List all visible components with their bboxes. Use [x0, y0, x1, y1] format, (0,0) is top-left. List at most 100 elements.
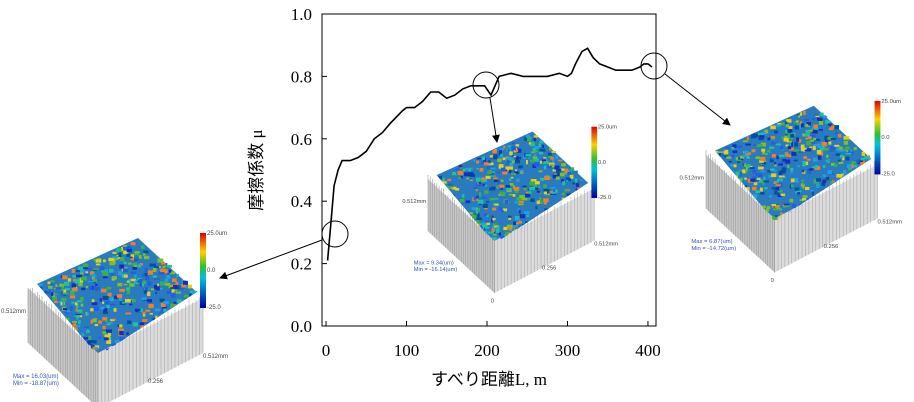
surface-speck	[123, 244, 128, 247]
surface-speck	[839, 146, 843, 150]
surface-speck	[528, 142, 532, 145]
surface-speck	[182, 280, 188, 285]
surface-speck	[750, 178, 756, 182]
surface-speck	[519, 195, 525, 199]
surface-speck	[806, 141, 812, 146]
surface-speck	[796, 122, 801, 126]
surface-speck	[852, 164, 858, 168]
surface-speck	[126, 280, 130, 283]
surface-speck	[119, 337, 125, 342]
surface-speck	[774, 162, 777, 165]
surface-speck	[552, 174, 558, 179]
surface-speck	[91, 276, 95, 280]
surface-speck	[540, 177, 545, 181]
surface-speck	[103, 259, 106, 263]
surface-speck	[742, 140, 748, 143]
surface-speck	[130, 271, 136, 274]
surface-speck	[484, 230, 488, 236]
surface-speck	[843, 170, 847, 175]
surface-speck	[86, 312, 89, 316]
surface-speck	[440, 185, 446, 188]
surface-speck	[64, 312, 70, 315]
surface-speck	[152, 275, 157, 278]
surface-speck	[142, 311, 146, 315]
surface-speck	[771, 154, 776, 158]
surface-speck	[719, 152, 722, 156]
surface-speck	[501, 209, 504, 213]
surface-speck	[745, 166, 748, 171]
surface-speck	[558, 169, 562, 172]
surface-speck	[717, 161, 723, 164]
surface-speck	[799, 121, 803, 125]
surface-speck	[130, 258, 134, 261]
surface-speck	[502, 170, 508, 175]
surface-speck	[118, 248, 122, 253]
color-scale	[200, 233, 206, 308]
surface-speck	[843, 141, 849, 145]
surface-speck	[821, 188, 826, 191]
surface-speck	[807, 148, 812, 151]
surface-speck	[834, 125, 840, 130]
surface-speck	[735, 171, 740, 176]
surface-speck	[152, 318, 155, 323]
surface-speck	[767, 137, 771, 141]
surface-speck	[69, 305, 73, 311]
surface-speck	[792, 204, 797, 208]
surface-speck	[575, 188, 578, 192]
surface-speck	[522, 185, 527, 188]
surface-speck	[498, 151, 502, 156]
surface-speck	[534, 164, 540, 167]
surface-speck	[489, 155, 493, 159]
surface-speck	[118, 297, 123, 301]
surface-speck	[785, 159, 791, 164]
surface-speck	[89, 286, 94, 291]
surface-speck	[189, 290, 195, 294]
surface-speck	[66, 309, 70, 313]
surface-speck	[723, 155, 728, 158]
surface-speck	[770, 136, 776, 139]
surface-speck	[71, 301, 75, 304]
surface-speck	[126, 248, 132, 253]
surface-speck	[74, 315, 80, 318]
surface-speck	[476, 198, 479, 201]
surface-speck	[525, 134, 531, 138]
scale-label: 0.0	[598, 160, 606, 166]
surface-speck	[64, 288, 70, 291]
surface-speck	[41, 299, 46, 302]
scale-label: 25.0um	[598, 125, 617, 131]
surface-speck	[59, 286, 64, 291]
surface-speck	[460, 175, 463, 179]
surface-speck	[816, 150, 822, 155]
surface-speck	[495, 228, 500, 233]
surface-speck	[805, 133, 810, 137]
surface-speck	[742, 154, 747, 158]
surface-speck	[539, 148, 546, 152]
surface-speck	[559, 172, 565, 177]
surface-speck	[730, 154, 735, 158]
surface-speck	[790, 168, 794, 172]
surface-speck	[51, 296, 57, 301]
surface-speck	[142, 273, 145, 277]
surface-speck	[785, 124, 789, 128]
surface-speck	[846, 138, 850, 141]
surface-speck	[800, 112, 803, 116]
surface-speck	[506, 187, 511, 191]
surface-speck	[500, 235, 506, 239]
surface-speck	[523, 187, 527, 191]
data-line	[326, 47, 653, 261]
surface-speck	[726, 156, 732, 159]
surface-speck	[79, 269, 85, 273]
axis-label: 0.512mm	[402, 199, 426, 205]
surface-speck	[62, 301, 65, 306]
surface-speck	[755, 173, 762, 176]
surface-speck	[763, 176, 766, 181]
surface-speck	[444, 188, 447, 192]
surface-speck	[561, 163, 566, 167]
surface-speck	[46, 290, 51, 295]
surface-speck	[90, 319, 93, 324]
arrow	[489, 97, 500, 143]
surface-speck	[534, 162, 540, 166]
surface-speck	[100, 269, 105, 273]
x-tick-label: 0	[322, 341, 331, 360]
surface-speck	[71, 283, 77, 288]
